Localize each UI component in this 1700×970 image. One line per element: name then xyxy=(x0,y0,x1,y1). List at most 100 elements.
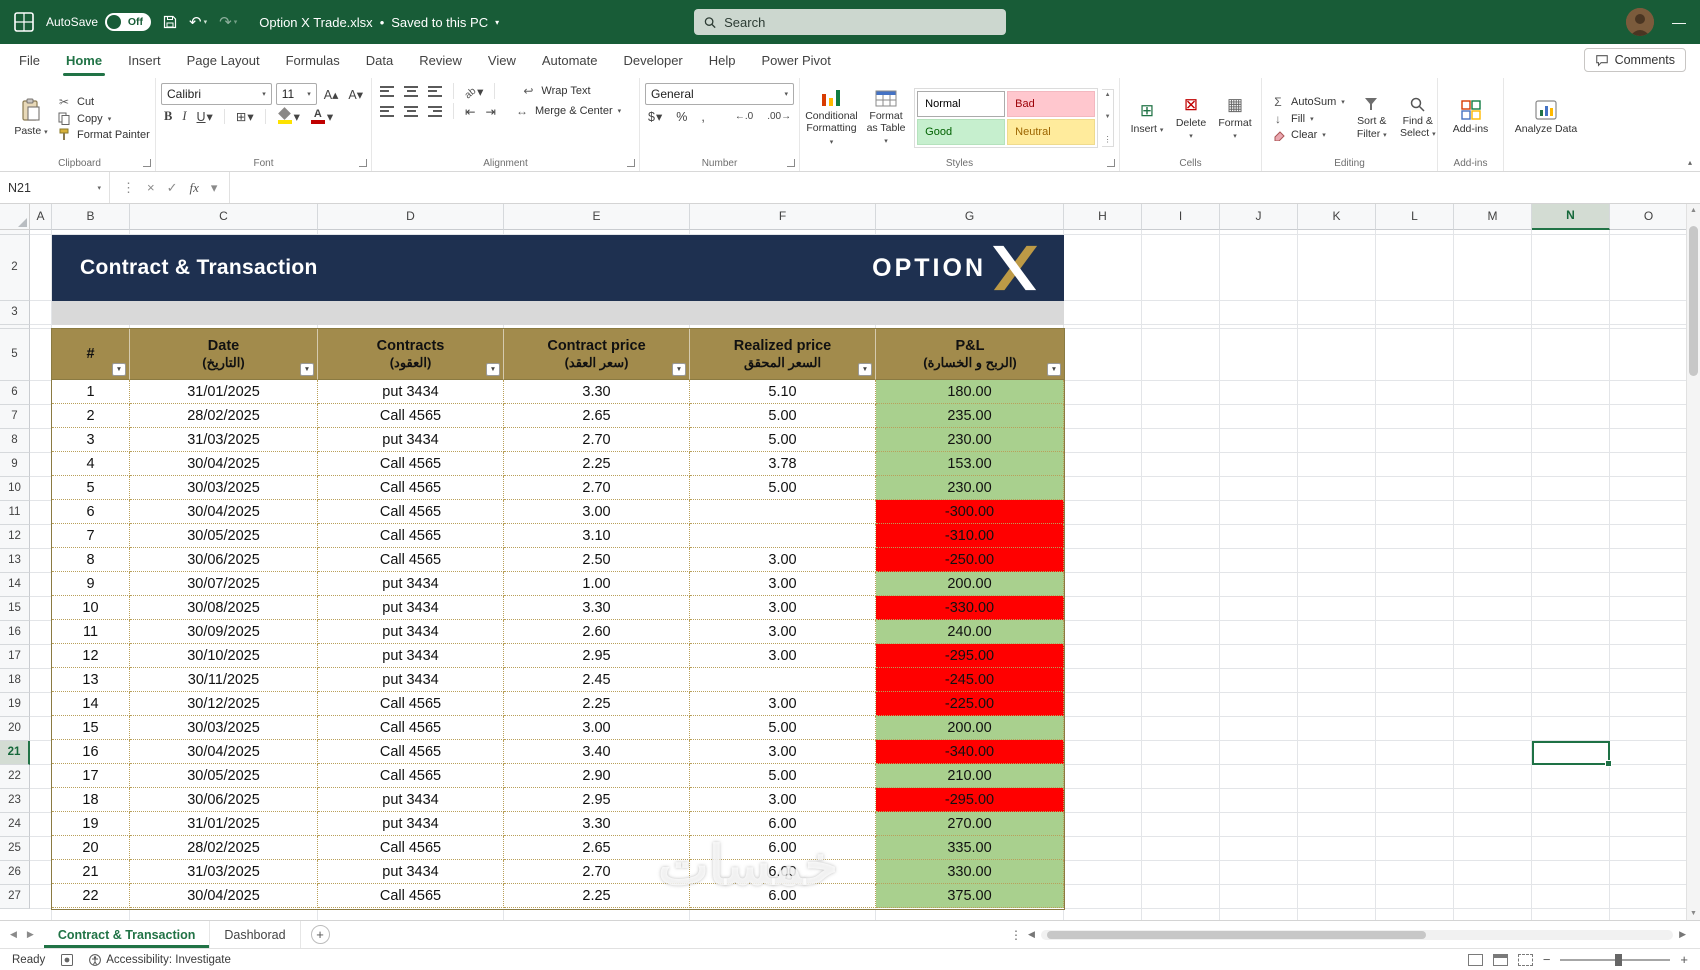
doc-chevron-icon[interactable]: ▾ xyxy=(495,17,500,27)
cell-realized-price[interactable] xyxy=(690,668,876,692)
fill-handle[interactable] xyxy=(1605,760,1612,767)
cell-number[interactable]: 9 xyxy=(52,572,130,596)
cell-pnl[interactable]: -250.00 xyxy=(876,548,1064,572)
menu-tab-review[interactable]: Review xyxy=(419,52,462,68)
hscroll-left-icon[interactable]: ◀ xyxy=(1028,929,1035,939)
undo-dropdown-icon[interactable]: ▾ xyxy=(203,19,208,26)
cell-realized-price[interactable]: 3.00 xyxy=(690,740,876,764)
menu-tab-power-pivot[interactable]: Power Pivot xyxy=(761,52,831,68)
row-header-7[interactable]: 7 xyxy=(0,405,30,429)
cell-style-good[interactable]: Good xyxy=(917,119,1006,145)
cell-number[interactable]: 20 xyxy=(52,836,130,860)
cell-contract-price[interactable]: 3.30 xyxy=(504,596,690,620)
cell-realized-price[interactable]: 3.00 xyxy=(690,548,876,572)
cell-contract-price[interactable]: 2.25 xyxy=(504,692,690,716)
macro-record-button[interactable] xyxy=(61,953,74,966)
cell-date[interactable]: 30/03/2025 xyxy=(130,716,318,740)
cell-date[interactable]: 31/03/2025 xyxy=(130,428,318,452)
cell-date[interactable]: 31/03/2025 xyxy=(130,860,318,884)
font-size-select[interactable]: 11 ▾ xyxy=(275,83,317,105)
gallery-up-icon[interactable]: ▲ xyxy=(1104,92,1111,98)
cell-number[interactable]: 17 xyxy=(52,764,130,788)
cell-realized-price[interactable]: 5.00 xyxy=(690,404,876,428)
cell-pnl[interactable]: 335.00 xyxy=(876,836,1064,860)
cell-date[interactable]: 30/09/2025 xyxy=(130,620,318,644)
hscroll-track[interactable] xyxy=(1040,929,1674,940)
cell-style-normal[interactable]: Normal xyxy=(917,91,1006,117)
cell-number[interactable]: 3 xyxy=(52,428,130,452)
cell-contract-price[interactable]: 2.90 xyxy=(504,764,690,788)
cell-date[interactable]: 30/05/2025 xyxy=(130,524,318,548)
horizontal-scrollbar[interactable]: ⋮ ◀ ▶ xyxy=(1010,921,1700,948)
decrease-decimal-button[interactable]: .00→ xyxy=(767,111,792,122)
cell-pnl[interactable]: -330.00 xyxy=(876,596,1064,620)
cell-realized-price[interactable]: 3.00 xyxy=(690,572,876,596)
cell-contract-price[interactable]: 3.00 xyxy=(504,500,690,524)
clear-button[interactable]: Clear ▾ xyxy=(1267,128,1348,142)
vertical-scroll-thumb[interactable] xyxy=(1689,226,1698,376)
cell-contract[interactable]: Call 4565 xyxy=(318,692,504,716)
cell-number[interactable]: 15 xyxy=(52,716,130,740)
undo-button[interactable]: ↶ ▾ xyxy=(189,13,207,31)
autosave-toggle[interactable]: AutoSave Off xyxy=(46,13,152,31)
formula-more-icon[interactable]: ⋮ xyxy=(122,179,135,195)
autosum-button[interactable]: Σ AutoSum ▾ xyxy=(1267,94,1348,110)
row-header-6[interactable]: 6 xyxy=(0,381,30,405)
cell-contract-price[interactable]: 2.25 xyxy=(504,884,690,908)
cell-realized-price[interactable]: 3.00 xyxy=(690,620,876,644)
cell-pnl[interactable]: -225.00 xyxy=(876,692,1064,716)
cell-realized-price[interactable] xyxy=(690,500,876,524)
column-header-N[interactable]: N xyxy=(1532,204,1610,230)
cell-date[interactable]: 31/01/2025 xyxy=(130,380,318,404)
cell-number[interactable]: 7 xyxy=(52,524,130,548)
cell-pnl[interactable]: 200.00 xyxy=(876,572,1064,596)
column-header-G[interactable]: G xyxy=(876,204,1064,230)
search-input[interactable] xyxy=(724,14,996,30)
menu-tab-view[interactable]: View xyxy=(487,52,516,68)
row-header-21[interactable]: 21 xyxy=(0,741,30,765)
row-header-8[interactable]: 8 xyxy=(0,429,30,453)
cell-contract[interactable]: put 3434 xyxy=(318,596,504,620)
cell-pnl[interactable]: -295.00 xyxy=(876,644,1064,668)
orientation-button[interactable]: ab ▾ xyxy=(462,84,484,101)
cell-number[interactable]: 5 xyxy=(52,476,130,500)
cell-contract-price[interactable]: 3.10 xyxy=(504,524,690,548)
cell-realized-price[interactable] xyxy=(690,524,876,548)
cell-contract[interactable]: put 3434 xyxy=(318,644,504,668)
align-bottom-button[interactable] xyxy=(425,85,445,97)
row-header-18[interactable]: 18 xyxy=(0,669,30,693)
cell-pnl[interactable]: -300.00 xyxy=(876,500,1064,524)
cell-contract-price[interactable]: 2.70 xyxy=(504,428,690,452)
copy-button[interactable]: Copy ▾ xyxy=(53,111,153,126)
search-box[interactable] xyxy=(694,9,1006,35)
row-header-12[interactable]: 12 xyxy=(0,525,30,549)
cancel-button[interactable]: × xyxy=(147,180,155,195)
autosave-pill[interactable]: Off xyxy=(105,13,152,31)
sheet-tab-dashborad[interactable]: Dashborad xyxy=(210,921,301,948)
cell-number[interactable]: 10 xyxy=(52,596,130,620)
cell-contract[interactable]: put 3434 xyxy=(318,380,504,404)
cell-realized-price[interactable]: 6.00 xyxy=(690,860,876,884)
column-header-B[interactable]: B xyxy=(52,204,130,230)
column-header-J[interactable]: J xyxy=(1220,204,1298,230)
row-header-4[interactable] xyxy=(0,325,30,329)
cell-realized-price[interactable]: 6.00 xyxy=(690,812,876,836)
cell-date[interactable]: 30/08/2025 xyxy=(130,596,318,620)
cell-pnl[interactable]: 200.00 xyxy=(876,716,1064,740)
cell-realized-price[interactable]: 3.78 xyxy=(690,452,876,476)
cell-pnl[interactable]: -310.00 xyxy=(876,524,1064,548)
cell-number[interactable]: 6 xyxy=(52,500,130,524)
cell-date[interactable]: 30/04/2025 xyxy=(130,452,318,476)
insert-cells-button[interactable]: ⊞ Insert ▾ xyxy=(1130,100,1164,136)
cell-contract-price[interactable]: 2.25 xyxy=(504,452,690,476)
accessibility-status[interactable]: Accessibility: Investigate xyxy=(89,954,231,966)
column-header-I[interactable]: I xyxy=(1142,204,1220,230)
column-header-M[interactable]: M xyxy=(1454,204,1532,230)
underline-button[interactable]: U ▾ xyxy=(196,110,213,124)
cell-number[interactable]: 11 xyxy=(52,620,130,644)
merge-center-button[interactable]: ↔ Merge & Center ▾ xyxy=(515,104,622,118)
cell-style-neutral[interactable]: Neutral xyxy=(1007,119,1096,145)
cell-number[interactable]: 22 xyxy=(52,884,130,908)
increase-font-size-button[interactable]: A▴ xyxy=(323,87,339,102)
cell-contract[interactable]: put 3434 xyxy=(318,572,504,596)
